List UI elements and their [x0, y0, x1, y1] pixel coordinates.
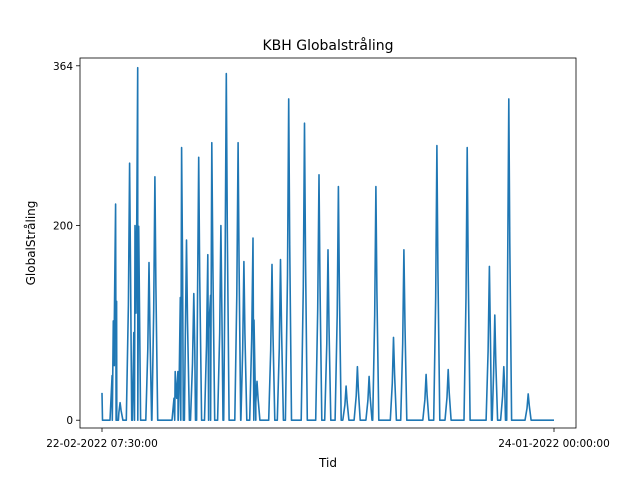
- y-tick-label: 200: [53, 220, 73, 232]
- y-axis: 0 200 364: [53, 61, 80, 427]
- y-tick-label: 0: [66, 415, 73, 427]
- x-tick-label: 24-01-2022 00:00:00: [498, 438, 610, 450]
- chart-title: KBH Globalstråling: [262, 37, 393, 54]
- x-axis-label: Tid: [318, 456, 337, 470]
- y-axis-label: GlobalStråling: [24, 201, 38, 286]
- x-tick-label: 22-02-2022 07:30:00: [46, 438, 158, 450]
- x-axis: 22-02-2022 07:30:00 24-01-2022 00:00:00: [46, 428, 610, 450]
- plot-area: [79, 57, 577, 429]
- series-line: [101, 66, 554, 421]
- y-tick-label: 364: [53, 61, 73, 73]
